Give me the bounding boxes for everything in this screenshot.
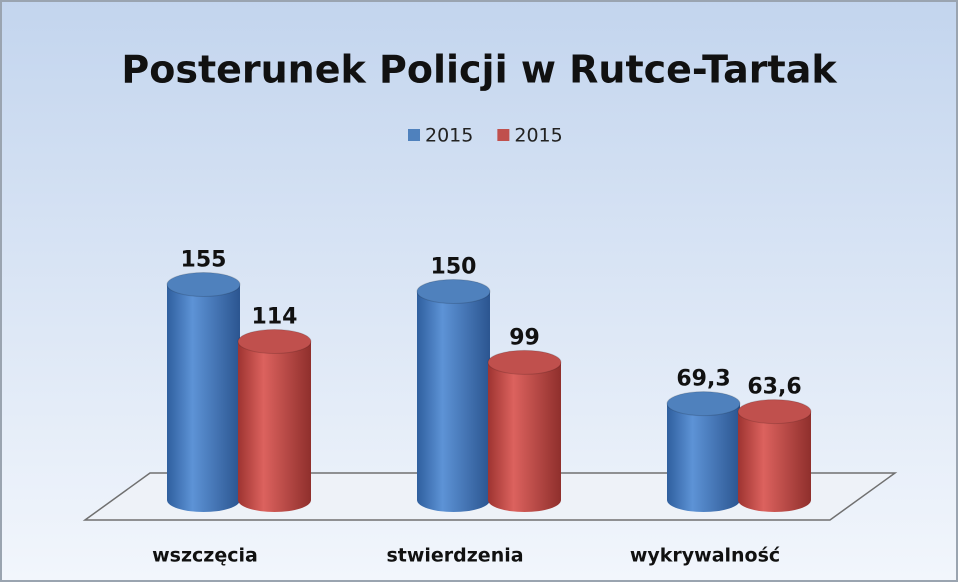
- cylinder-top: [666, 391, 741, 417]
- cylinder-body: [667, 403, 740, 500]
- cylinder: [487, 349, 562, 512]
- cylinder: [666, 391, 741, 512]
- cylinder: [166, 272, 241, 512]
- x-tick-label: wykrywalność: [630, 545, 780, 567]
- value-label: 150: [431, 255, 477, 280]
- cylinder-top: [237, 329, 312, 355]
- value-label: 114: [252, 305, 298, 330]
- value-label: 63,6: [747, 375, 801, 400]
- legend-label: 2015: [514, 125, 562, 147]
- value-label: 99: [509, 325, 540, 350]
- cylinder-body: [488, 362, 561, 500]
- cylinder-top: [737, 399, 812, 425]
- legend-swatch: [408, 129, 420, 141]
- cylinder-body: [238, 341, 311, 500]
- legend-label: 2015: [425, 125, 473, 147]
- value-label: 69,3: [676, 367, 730, 392]
- cylinder-top: [416, 279, 491, 304]
- x-tick-label: stwierdzenia: [386, 545, 523, 567]
- cylinder: [237, 329, 312, 512]
- x-tick-label: wszczęcia: [152, 545, 258, 567]
- chart-title: Posterunek Policji w Rutce-Tartak: [121, 48, 837, 92]
- cylinder: [416, 279, 491, 512]
- legend-swatch: [497, 129, 510, 141]
- cylinder-body: [417, 291, 490, 500]
- cylinder-body: [738, 411, 811, 500]
- cylinder-top: [487, 349, 562, 375]
- value-label: 155: [181, 248, 227, 273]
- cylinder-top: [166, 272, 241, 298]
- cylinder-body: [167, 284, 240, 500]
- cylinder: [737, 399, 812, 512]
